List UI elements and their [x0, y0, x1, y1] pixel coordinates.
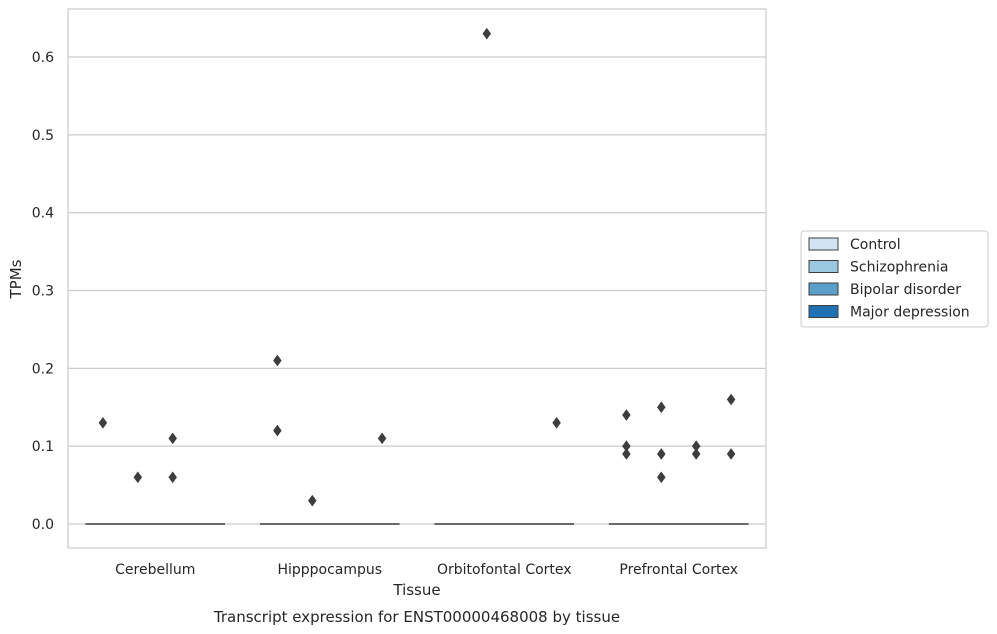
- y-tick-label: 0.2: [32, 361, 54, 377]
- outlier-point: [273, 424, 282, 437]
- outlier-point: [168, 471, 178, 484]
- outlier-point: [622, 448, 631, 460]
- legend-swatch: [808, 237, 839, 251]
- x-tick-label: Hipppocampus: [277, 562, 382, 578]
- y-tick-label: 0.4: [32, 206, 54, 222]
- legend-entry-label: Bipolar disorder: [850, 282, 961, 298]
- y-axis-ticks: 0.0 0.1 0.2 0.3 0.4 0.5 0.6: [32, 50, 54, 533]
- outlier-point: [552, 416, 561, 429]
- outlier-point: [622, 409, 631, 421]
- legend-swatch: [808, 282, 839, 296]
- x-axis-label: Tissue: [392, 581, 440, 599]
- outlier-point: [168, 432, 178, 445]
- chart-caption: Transcript expression for ENST0000046800…: [213, 608, 620, 626]
- outlier-point: [307, 494, 317, 507]
- outlier-point: [98, 416, 108, 429]
- y-tick-label: 0.5: [32, 128, 54, 144]
- legend-frame: [800, 230, 989, 328]
- y-tick-label: 0.6: [32, 50, 54, 66]
- legend-swatch: [808, 260, 839, 273]
- y-axis-label: TPMs: [7, 259, 25, 299]
- x-tick-label: Prefrontal Cortex: [619, 562, 738, 578]
- legend-entry-label: Schizophrenia: [850, 260, 948, 276]
- y-tick-label: 0.0: [32, 517, 54, 533]
- legend-entry-label: Major depression: [850, 305, 970, 321]
- legend: Control Schizophrenia Bipolar disorder Majo…: [800, 230, 989, 328]
- outlier-point: [726, 448, 736, 460]
- x-tick-label: Cerebellum: [115, 562, 195, 578]
- outlier-point: [691, 448, 701, 460]
- outlier-point: [656, 401, 666, 414]
- plot-frame: [67, 8, 767, 549]
- y-tick-label: 0.1: [32, 439, 54, 455]
- legend-entry-label: Control: [850, 237, 901, 253]
- outlier-point: [482, 27, 492, 40]
- outlier-point: [656, 471, 666, 484]
- legend-swatch: [808, 305, 839, 318]
- x-tick-label: Orbitofontal Cortex: [437, 562, 572, 578]
- outlier-points: [98, 27, 736, 507]
- outlier-point: [726, 393, 736, 406]
- outlier-point: [273, 354, 282, 367]
- outlier-point: [656, 448, 666, 460]
- outlier-point: [133, 471, 143, 484]
- y-tick-label: 0.3: [32, 284, 54, 300]
- outlier-point: [377, 432, 387, 445]
- x-axis-ticks: Cerebellum Hipppocampus Orbitofontal Corte…: [115, 562, 738, 578]
